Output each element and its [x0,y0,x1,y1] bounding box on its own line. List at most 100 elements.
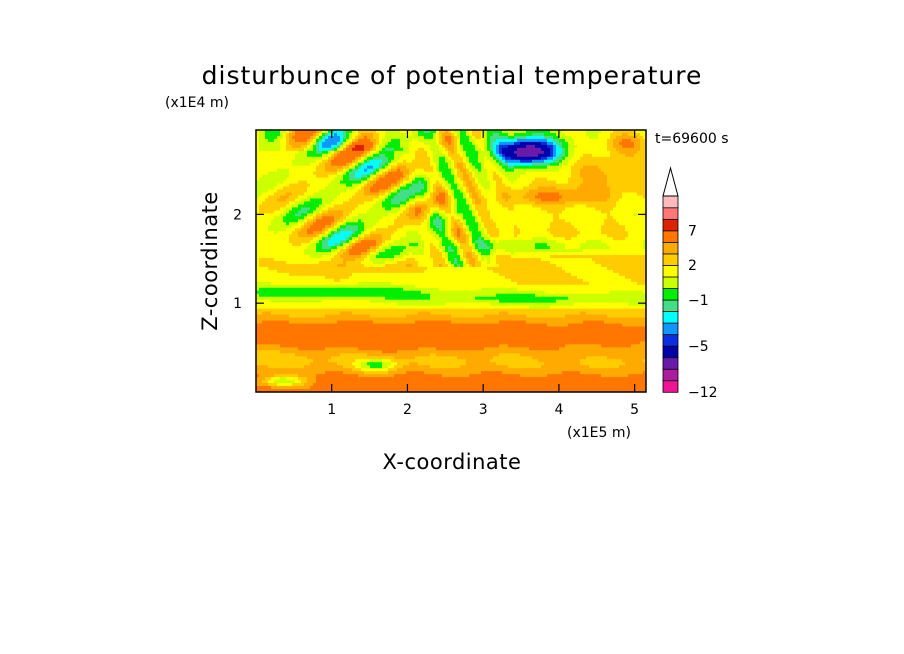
contour-cell [526,216,530,220]
contour-cell [538,180,542,185]
contour-cell [550,130,554,134]
contour-cell [265,216,269,220]
contour-cell [565,150,569,155]
contour-cell [601,162,605,167]
contour-cell [436,201,440,206]
contour-cell [460,150,464,155]
contour-cell [415,135,419,140]
contour-cell [547,222,551,226]
contour-cell [358,192,362,197]
contour-cell [511,177,515,182]
contour-cell [541,174,545,179]
contour-cell [292,210,296,214]
contour-cell [430,141,434,146]
contour-cell [292,171,296,176]
contour-cell [295,153,299,158]
contour-cell [520,204,524,209]
contour-cell [511,225,515,229]
contour-cell [604,207,608,211]
contour-cell [400,153,404,158]
contour-cell [343,222,347,226]
contour-cell [538,225,542,229]
contour-cell [502,234,506,238]
contour-cell [286,177,290,182]
contour-cell [565,141,569,146]
contour-cell [265,222,269,226]
contour-cell [352,237,356,241]
contour-cell [331,198,335,203]
contour-cell [328,144,332,149]
contour-cell [349,207,353,211]
contour-cell [607,234,611,238]
contour-cell [310,156,314,161]
contour-cell [454,186,458,191]
contour-cell [301,222,305,226]
contour-cell [346,210,350,214]
contour-cell [319,162,323,167]
contour-cell [517,228,521,232]
contour-cell [574,201,578,206]
contour-cell [571,162,575,167]
contour-cell [454,183,458,188]
contour-cell [349,180,353,185]
contour-cell [493,153,497,158]
contour-cell [310,162,314,167]
contour-cell [586,135,590,140]
contour-cell [310,225,314,229]
contour-cell [484,234,488,238]
contour-cell [262,231,266,235]
contour-cell [595,171,599,176]
contour-cell [577,225,581,229]
contour-cell [268,201,272,206]
contour-cell [589,192,593,197]
contour-cell [346,207,350,211]
contour-cell [637,222,641,226]
contour-cell [490,219,494,223]
contour-cell [625,159,629,164]
contour-cell [508,207,512,211]
contour-cell [427,150,431,155]
contour-cell [505,195,509,200]
contour-cell [379,162,383,167]
contour-cell [601,147,605,152]
contour-cell [445,183,449,188]
contour-cell [346,222,350,226]
contour-cell [487,228,491,232]
contour-cell [466,174,470,179]
contour-cell [304,174,308,179]
contour-cell [322,225,326,229]
contour-cell [466,153,470,158]
contour-cell [403,225,407,229]
contour-cell [544,189,548,194]
contour-cell [394,159,398,164]
contour-cell [313,198,317,203]
contour-cell [457,135,461,140]
contour-cell [439,189,443,194]
contour-cell [319,150,323,155]
contour-cell [307,210,311,214]
contour-cell [295,177,299,182]
contour-cell [451,207,455,211]
contour-cell [337,165,341,170]
contour-cell [577,219,581,223]
contour-cell [376,147,380,152]
contour-cell [463,141,467,146]
contour-cell [523,216,527,220]
contour-cell [490,213,494,217]
contour-cell [274,204,278,209]
contour-cell [433,141,437,146]
contour-cell [529,222,533,226]
contour-cell [304,159,308,164]
contour-cell [544,130,548,134]
contour-cell [553,180,557,185]
contour-cell [493,204,497,209]
contour-cell [310,141,314,146]
contour-cell [634,204,638,209]
contour-cell [484,130,488,134]
contour-cell [640,204,644,209]
contour-cell [388,130,392,134]
contour-cell [553,225,557,229]
contour-cell [256,186,260,191]
contour-cell [640,228,644,232]
contour-cell [439,210,443,214]
